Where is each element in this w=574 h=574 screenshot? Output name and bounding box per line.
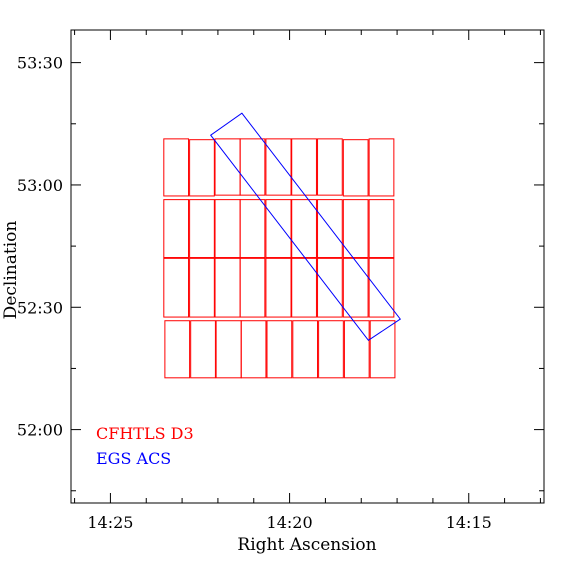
cfhtls-d3-chip-18 [368,199,395,259]
cfhtls-d3-chip-24 [291,257,317,318]
cfhtls-d3-chip-13 [239,199,266,259]
cfhtls-d3-chip-14 [265,199,292,259]
legend-entry-1: CFHTLS D3 [96,424,194,443]
cfhtls-d3-chip-1 [163,138,190,197]
cfhtls-d3-chip-5 [265,138,292,196]
y-tick-label: 53:00 [17,176,63,195]
cfhtls-d3-chip-11 [189,199,215,259]
cfhtls-d3-chip-3 [214,138,241,196]
cfhtls-d3-chip-26 [342,257,369,318]
axis-ticks: 14:25 14:20 14:15 53:30 53:00 52:30 52:00 [17,30,544,532]
cfhtls-d3-chip-4 [239,138,266,196]
legend-entry-2: EGS ACS [96,449,171,468]
cfhtls-d3-chip-12 [214,199,241,259]
cfhtls-d3-chip-15 [291,199,317,259]
x-tick-label: 14:25 [87,513,133,532]
x-tick-label: 14:20 [267,513,313,532]
cfhtls-d3-chip-27 [368,257,395,318]
cfhtls-d3-chip-28 [164,320,191,379]
cfhtls-d3-chip-22 [239,257,266,318]
cfhtls-d3-chip-25 [317,257,343,318]
y-tick-label: 53:30 [17,54,63,73]
cfhtls-d3-chip-6 [291,138,317,196]
cfhtls-d3-chip-19 [163,257,190,318]
legend: CFHTLS D3 EGS ACS [96,424,194,468]
x-axis-label: Right Ascension [237,535,376,555]
cfhtls-d3-chip-29 [190,320,216,379]
cfhtls-d3-chip-35 [343,320,370,379]
cfhtls-d3-chip-2 [189,139,215,197]
plot-frame [70,29,545,504]
cfhtls-d3-chip-21 [214,257,241,318]
cfhtls-d3-chip-10 [163,199,190,259]
cfhtls-d3-chip-20 [189,257,215,318]
cfhtls-d3-chip-7 [317,138,343,196]
cfhtls-d3-chip-32 [266,320,293,379]
cfhtls-d3-chip-8 [342,139,369,197]
x-tick-label: 14:15 [446,513,492,532]
cfhtls-d3-chip-30 [215,320,242,379]
cfhtls-d3-chip-16 [317,199,343,259]
y-tick-label: 52:30 [17,298,63,317]
cfhtls-d3-chip-9 [368,138,395,197]
y-tick-label: 52:00 [17,421,63,440]
y-axis-label: Declination [1,221,21,320]
cfhtls-d3-chip-34 [318,320,344,379]
cfhtls-d3-chip-31 [240,320,267,379]
egs-acs-footprint [209,112,402,341]
cfhtls-d3-chip-17 [342,199,369,259]
cfhtls-d3-chip-23 [265,257,292,318]
cfhtls-d3-chip-33 [292,320,319,379]
cfhtls-d3-chip-36 [369,320,396,379]
plot-marks [163,112,402,379]
